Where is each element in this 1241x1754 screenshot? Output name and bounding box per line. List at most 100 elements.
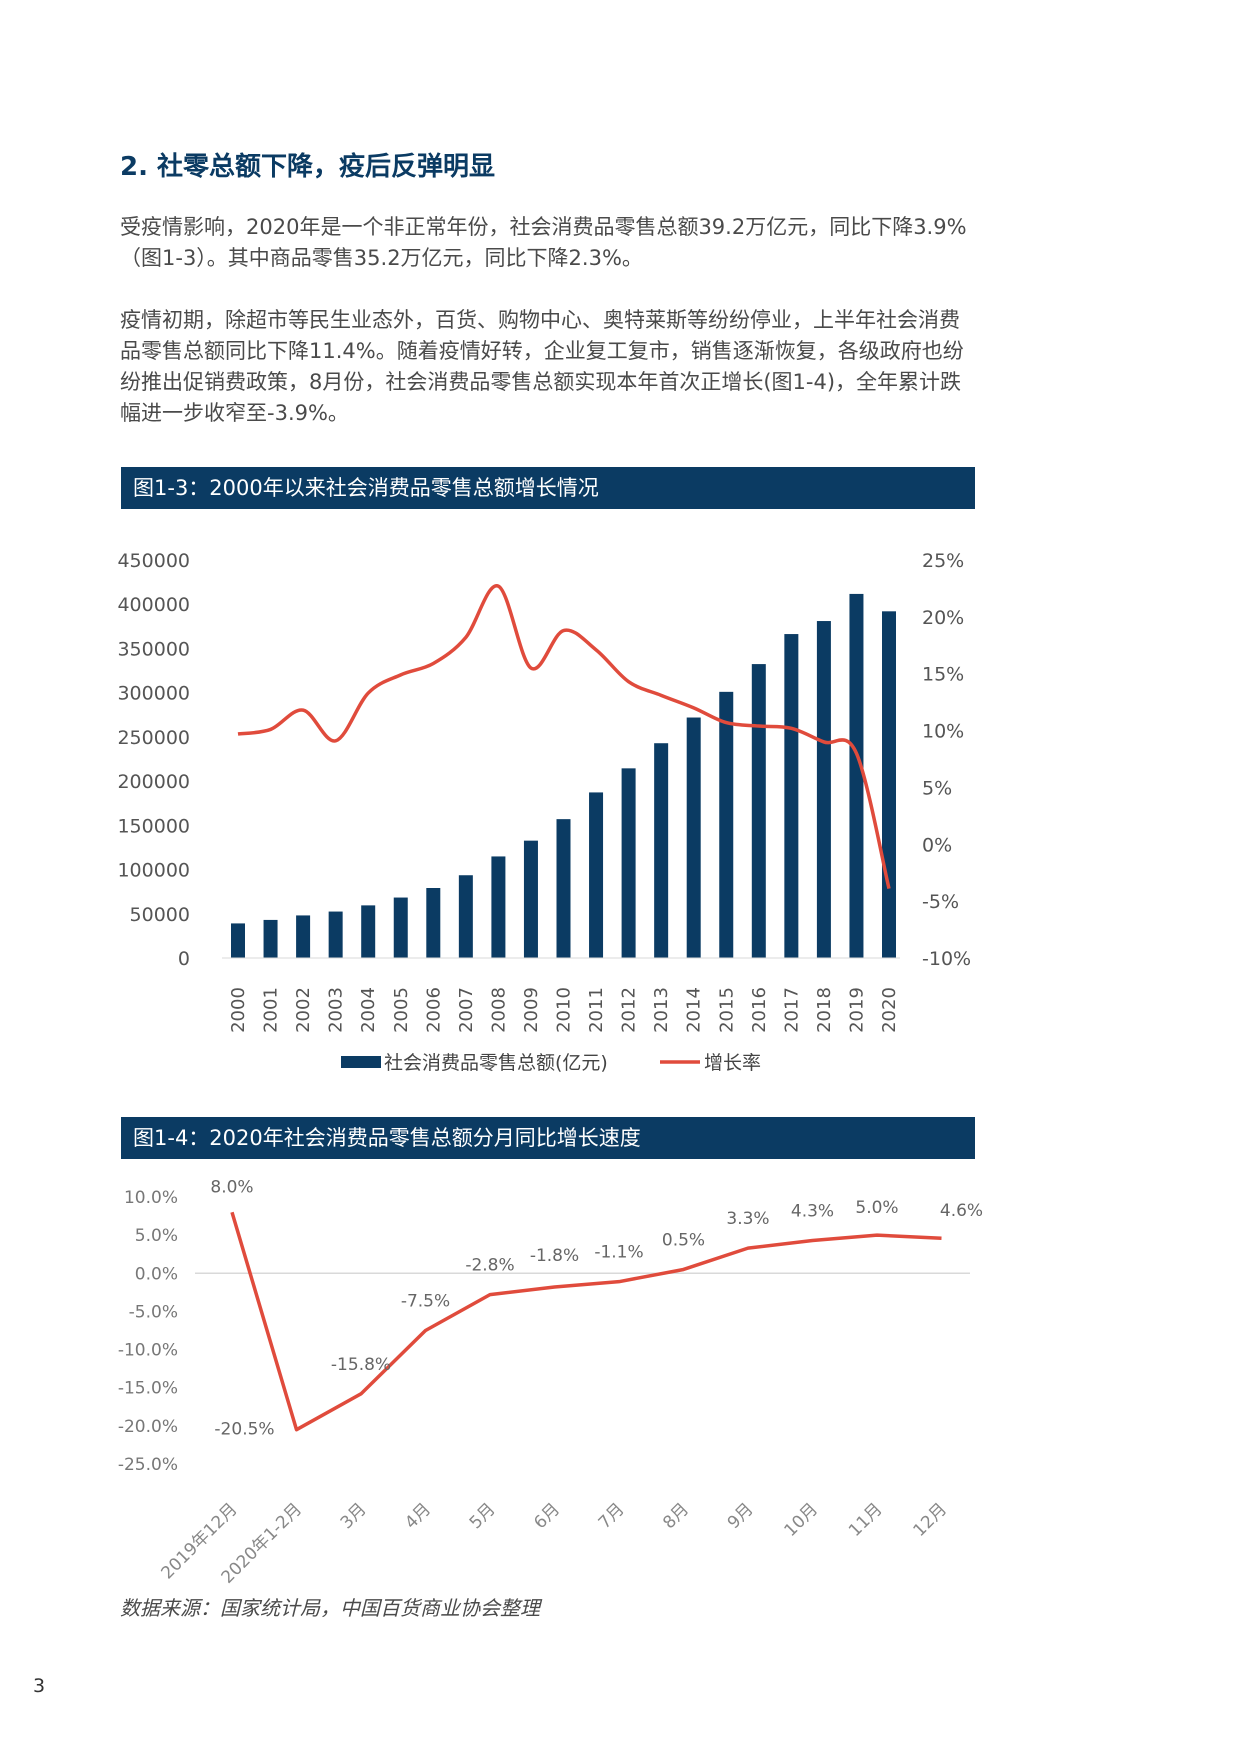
y-left-tick-label: 350000 [117, 638, 190, 660]
x-tick-label: 2013 [651, 987, 672, 1033]
y-left-tick-label: 150000 [117, 815, 190, 837]
y-left-tick-label: 300000 [117, 683, 190, 705]
chart-retail-sales-2000-2020: 450000 400000 350000 300000 250000 200000 1500… [117, 550, 971, 1074]
x-tick-label: 10月 [781, 1499, 822, 1540]
data-label: 4.6% [940, 1201, 983, 1221]
x-tick-label: 7月 [595, 1499, 629, 1533]
y-left-tick-label: 250000 [117, 727, 190, 749]
y-right-tick-label: 5% [922, 777, 952, 799]
x-tick-label: 2000 [228, 987, 249, 1033]
x-tick-label: 2015 [716, 987, 737, 1033]
monthly-growth-line [230, 1211, 942, 1432]
x-tick-label: 2020 [879, 987, 900, 1033]
data-label: -7.5% [401, 1292, 450, 1312]
y-tick-label: -25.0% [118, 1455, 178, 1475]
y-left-tick-label: 0 [178, 948, 190, 970]
bar-retail-sales [686, 717, 701, 958]
bar-retail-sales [719, 691, 734, 958]
bar-retail-sales [523, 840, 538, 958]
bar-retail-sales [751, 664, 766, 958]
x-tick-label: 5月 [466, 1499, 500, 1533]
x-tick-label: 2014 [684, 987, 705, 1033]
bar-retail-sales [231, 923, 245, 958]
x-tick-label: 3月 [337, 1499, 371, 1533]
figure-1-3-title: 图1-3：2000年以来社会消费品零售总额增长情况 [121, 467, 975, 509]
y-tick-label: -10.0% [118, 1341, 178, 1361]
data-label: -15.8% [331, 1355, 391, 1375]
bar-retail-sales [816, 621, 831, 958]
growth-rate-line [237, 584, 891, 890]
y-left-tick-label: 200000 [117, 771, 190, 793]
x-tick-label: 2007 [456, 987, 477, 1033]
bar-retail-sales [556, 819, 571, 958]
page-number: 3 [33, 1675, 46, 1697]
x-tick-label: 2003 [326, 987, 347, 1033]
bar-retail-sales [296, 915, 311, 958]
x-tick-label: 2004 [358, 987, 379, 1033]
paragraph-1: 受疫情影响，2020年是一个非正常年份，社会消费品零售总额39.2万亿元，同比下… [120, 215, 967, 270]
bar-retail-sales [491, 856, 506, 958]
y-right-tick-label: -5% [922, 891, 959, 913]
x-tick-label: 2016 [749, 987, 770, 1033]
bar-retail-sales [882, 611, 896, 958]
y-tick-label: -15.0% [118, 1379, 178, 1399]
y-tick-label: -20.0% [118, 1417, 178, 1437]
y-tick-label: 5.0% [135, 1226, 178, 1246]
legend-bar-label: 社会消费品零售总额(亿元) [384, 1052, 608, 1074]
bar-retail-sales [654, 743, 669, 958]
bar-retail-sales [393, 897, 408, 958]
data-label: 8.0% [210, 1177, 253, 1197]
x-tick-label: 2002 [293, 987, 314, 1033]
y-tick-label: -5.0% [129, 1302, 178, 1322]
data-label: 0.5% [662, 1230, 705, 1250]
chart-monthly-growth-2020: 10.0% 5.0% 0.0% -5.0% -10.0% -15.0% -20.0% -25.… [118, 1177, 983, 1588]
x-tick-label: 2009 [521, 987, 542, 1033]
data-label: -1.1% [594, 1243, 643, 1263]
legend-line-label: 增长率 [704, 1052, 761, 1074]
y-right-tick-label: 25% [922, 550, 964, 572]
data-source-note: 数据来源：国家统计局，中国百货商业协会整理 [120, 1596, 540, 1620]
x-tick-label: 2006 [423, 987, 444, 1033]
data-label: 3.3% [726, 1209, 769, 1229]
x-tick-label: 2011 [586, 987, 607, 1033]
x-tick-label: 4月 [401, 1499, 435, 1533]
x-tick-label: 2005 [391, 987, 412, 1033]
bar-retail-sales [621, 768, 636, 958]
y-left-tick-label: 50000 [130, 904, 190, 926]
paragraph-2: 疫情初期，除超市等民生业态外，百货、购物中心、奥特莱斯等纷纷停业，上半年社会消费… [120, 308, 964, 425]
x-tick-label: 2001 [261, 987, 282, 1033]
x-tick-label: 12月 [910, 1499, 951, 1540]
y-left-tick-label: 100000 [117, 860, 190, 882]
y-left-tick-label: 400000 [117, 594, 190, 616]
x-tick-label: 2012 [619, 987, 640, 1033]
x-tick-label: 2010 [554, 987, 575, 1033]
y-left-tick-label: 450000 [117, 550, 190, 572]
data-label: -2.8% [465, 1256, 514, 1276]
section-title: 2. 社零总额下降，疫后反弹明显 [120, 152, 496, 182]
y-right-tick-label: 0% [922, 834, 952, 856]
x-tick-label: 8月 [659, 1499, 693, 1533]
x-tick-label: 2008 [488, 987, 509, 1033]
x-tick-label: 9月 [724, 1499, 758, 1533]
bar-retail-sales [263, 919, 278, 958]
x-tick-label: 2019 [846, 987, 867, 1033]
data-label: -1.8% [530, 1246, 579, 1266]
figure-1-4-title: 图1-4：2020年社会消费品零售总额分月同比增长速度 [121, 1117, 975, 1159]
y-tick-label: 0.0% [135, 1264, 178, 1284]
x-tick-label: 2017 [781, 987, 802, 1033]
bar-retail-sales [361, 905, 376, 958]
x-tick-label: 6月 [530, 1499, 564, 1533]
bar-retail-sales [784, 634, 799, 958]
y-tick-label: 10.0% [124, 1188, 178, 1208]
bar-retail-sales [849, 593, 864, 958]
x-tick-label: 2018 [814, 987, 835, 1033]
bar-retail-sales [426, 888, 441, 958]
y-right-tick-label: 10% [922, 721, 964, 743]
data-label: 5.0% [855, 1198, 898, 1218]
y-right-tick-label: 15% [922, 664, 964, 686]
bar-retail-sales [589, 792, 604, 958]
data-label: -20.5% [214, 1420, 274, 1440]
y-right-tick-label: 20% [922, 607, 964, 629]
x-tick-label: 11月 [845, 1499, 886, 1540]
bar-retail-sales [458, 875, 473, 958]
